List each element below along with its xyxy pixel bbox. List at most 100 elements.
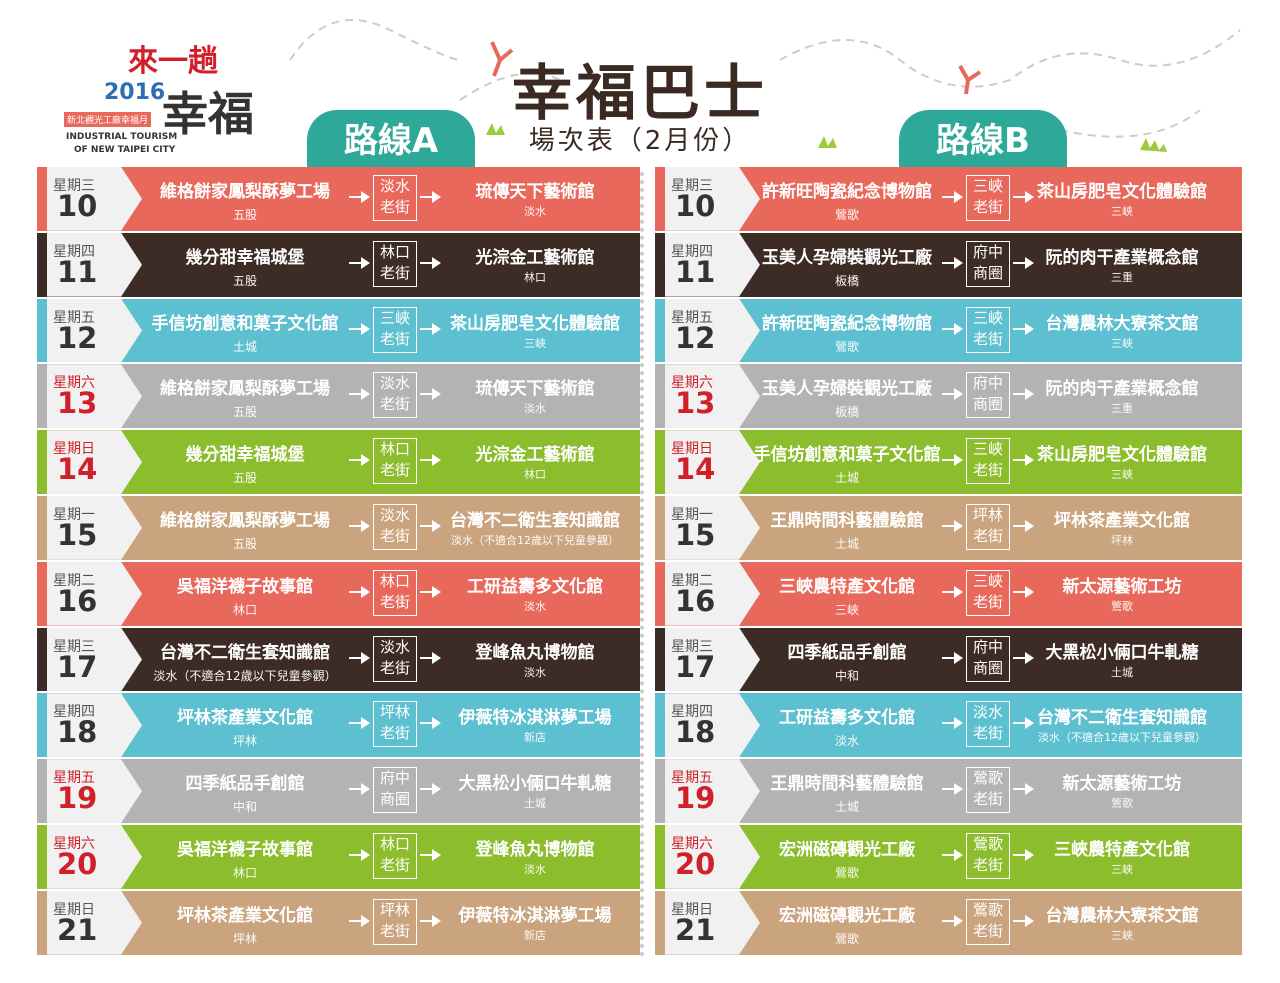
stop-box: 林口 老街 [373,438,417,485]
origin-name: 維格餅家鳳梨酥夢工場 [160,182,330,202]
arrow [349,717,370,730]
origin-name: 維格餅家鳳梨酥夢工場 [160,379,330,400]
origin-name: 許新旺陶瓷紀念博物館 [762,313,932,334]
date: 13 [675,386,716,421]
arrow [349,914,370,927]
arrow [349,322,370,335]
stop-box: 淡水 老街 [373,372,417,419]
schedule-row: 星期三 17 四季紙品手創館 中和 府中 商圈 大黑松小倆口牛軋糖 土城 [655,627,1242,692]
stop-text: 老街 [379,329,410,348]
destination-area: 新店 [524,928,546,942]
destination-area: 三峽 [1111,336,1133,350]
origin-name: 王鼎時間科藝體驗館 [770,511,924,531]
weekday: 星期四 [53,704,95,721]
stop-text: 商圈 [379,790,410,809]
stop-text: 老街 [972,527,1003,545]
origin-area: 五股 [232,208,257,222]
date-tab [665,496,760,560]
stop-text: 三峽 [379,308,410,327]
weekday: 星期四 [671,243,713,260]
destination-area: 淡水 [524,205,546,218]
destination: 琉傳天下藝術館 淡水 [410,374,660,415]
stop-text: 老街 [972,856,1003,874]
date: 18 [57,715,98,750]
destination: 琉傳天下藝術館 淡水 [410,177,660,218]
date-tab [47,627,142,692]
date: 13 [57,386,98,421]
stop-text: 商圈 [972,395,1003,414]
stop-text: 老街 [972,592,1003,611]
arrow [942,191,963,203]
schedule-row: 星期日 14 手信坊創意和菓子文化館 土城 三峽 老街 茶山房肥皂文化體驗館 三峽 [655,430,1242,494]
weekday: 星期六 [53,836,95,852]
date: 14 [675,452,716,487]
date-tab [47,496,142,560]
arrow [349,520,370,532]
origin: 宏洲磁磚觀光工廠 鶯歌 [722,901,972,947]
logo-text: 幸福 [162,87,254,141]
origin-name: 吳福洋襪子故事館 [177,840,313,860]
weekday: 星期日 [671,441,713,458]
arrow [1013,717,1034,730]
date: 10 [57,189,98,223]
origin-area: 土城 [834,800,859,815]
weekday: 星期日 [671,901,713,918]
date: 16 [57,583,98,618]
arrow [420,914,441,927]
origin: 許新旺陶瓷紀念博物館 鶯歌 [722,309,972,355]
destination-name: 大黑松小倆口牛軋糖 [1045,642,1199,663]
stop-text: 老街 [972,790,1003,809]
origin-name: 許新旺陶瓷紀念博物館 [762,182,932,202]
date-tab [665,759,760,823]
destination: 三峽農特產文化館 三峽 [997,835,1247,876]
stop-box: 府中 商圈 [966,635,1010,682]
weekday: 星期一 [671,507,713,523]
destination-name: 坪林茶產業文化館 [1054,511,1190,531]
origin-name: 維格餅家鳳梨酥夢工場 [160,511,330,531]
destination-area: 土城 [524,797,546,811]
arrow [942,520,963,532]
arrow [349,191,370,203]
decoration [289,19,1241,152]
date: 19 [57,781,98,816]
destination: 伊薇特冰淇淋夢工場 新店 [410,901,660,942]
destination-name: 茶山房肥皂文化體驗館 [1037,445,1207,466]
stop-text: 林口 [379,835,410,853]
schedule-row: 星期二 16 吳福洋襪子故事館 林口 林口 老街 工研益壽多文化館 淡水 [37,561,640,626]
schedule-row: 星期五 19 王鼎時間科藝體驗館 土城 鶯歌 老街 新太源藝術工坊 鶯歌 [655,759,1242,823]
date: 10 [675,189,716,223]
weekday: 星期六 [53,375,95,392]
destination-name: 琉傳天下藝術館 [475,182,595,202]
arrow [420,388,441,401]
arrow [942,256,963,269]
origin-name: 吳福洋襪子故事館 [177,576,313,597]
destination: 大黑松小倆口牛軋糖 土城 [410,769,660,810]
stop-text: 府中 [972,242,1003,261]
destination: 伊薇特冰淇淋夢工場 新店 [410,703,660,744]
origin-area: 淡水（不適合12歲以下兒童參觀） [153,668,337,683]
weekday: 星期六 [671,836,713,852]
origin-area: 板橋 [834,273,859,288]
destination-area: 新店 [524,731,546,745]
destination-name: 阮的肉干產業概念館 [1045,247,1199,268]
origin-area: 坪林 [232,931,257,946]
schedule-row: 星期四 11 玉美人孕婦裝觀光工廠 板橋 府中 商圈 阮的肉干產業概念館 三重 [655,232,1242,297]
stop-text: 老街 [379,395,410,414]
origin: 吳福洋襪子故事館 林口 [120,835,370,881]
origin: 宏洲磁磚觀光工廠 鶯歌 [722,835,972,881]
stop-text: 三峽 [972,308,1003,327]
date-tab [47,430,142,494]
subtitle: 場次表（2月份） [528,126,752,156]
stop-text: 商圈 [972,263,1003,282]
route-tab: 路線A [307,110,475,168]
stop-box: 府中 商圈 [966,372,1010,419]
destination-name: 台灣不二衛生套知識館 [1037,708,1207,729]
destination-area: 土城 [1111,665,1133,679]
destination-area: 淡水 [524,863,546,876]
stop-box: 鶯歌 老街 [966,833,1010,879]
stop-box: 淡水 老街 [373,635,417,682]
origin-name: 幾分甜幸福城堡 [185,445,305,466]
date: 12 [57,320,98,355]
schedule-row: 星期三 10 維格餅家鳳梨酥夢工場 五股 淡水 老街 琉傳天下藝術館 淡水 [37,167,640,231]
logo-text: 來一趟 [128,44,218,79]
